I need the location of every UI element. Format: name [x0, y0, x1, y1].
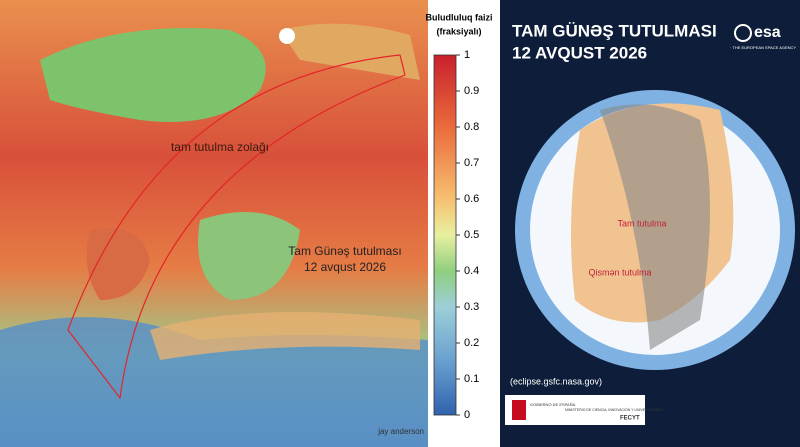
tick-label: 1	[464, 49, 470, 61]
cloud-map: tam tutulma zolağı Tam Günəş tutulması 1…	[0, 0, 428, 447]
esa-panel: TAM GÜNƏŞ TUTULMASI 12 AVQUST 2026 esa ·…	[500, 0, 800, 447]
tick-label: 0.1	[464, 373, 479, 385]
colorbar-title: Buludluluq faizi	[426, 12, 493, 22]
fecyt: FECYT	[620, 416, 640, 422]
tick-label: 0.6	[464, 193, 479, 205]
panel-title: TAM GÜNƏŞ TUTULMASI	[512, 21, 717, 40]
gov: GOBIERNO DE ESPAÑA	[530, 402, 576, 407]
tick-label: 0	[464, 409, 470, 421]
tick-label: 0.8	[464, 121, 479, 133]
tick-label: 0.9	[464, 85, 479, 97]
panel-date: 12 AVQUST 2026	[512, 43, 647, 62]
event-date: 12 avqust 2026	[304, 260, 386, 274]
tick-label: 0.7	[464, 157, 479, 169]
path-label: tam tutulma zolağı	[171, 140, 269, 154]
partial-label: Qismən tutulma	[588, 267, 651, 277]
credit: jay anderson	[377, 427, 424, 436]
total-label: Tam tutulma	[617, 218, 666, 228]
tick-label: 0.3	[464, 301, 479, 313]
tick-label: 0.2	[464, 337, 479, 349]
event-title: Tam Günəş tutulması	[288, 244, 401, 258]
esa-sub: · THE EUROPEAN SPACE AGENCY	[730, 45, 796, 50]
tick-label: 0.5	[464, 229, 479, 241]
colorbar: Buludluluq faizi (fraksiyalı) 0 0.1 0.2 0.3…	[426, 12, 493, 421]
source: (eclipse.gsfc.nasa.gov)	[510, 376, 602, 386]
tick-label: 0.4	[464, 265, 479, 277]
esa-logo: esa	[754, 24, 781, 41]
colorbar-subtitle: (fraksiyalı)	[436, 26, 481, 36]
ministry: MINISTERIO DE CIENCIA, INNOVACIÓN Y UNIV…	[565, 407, 664, 412]
